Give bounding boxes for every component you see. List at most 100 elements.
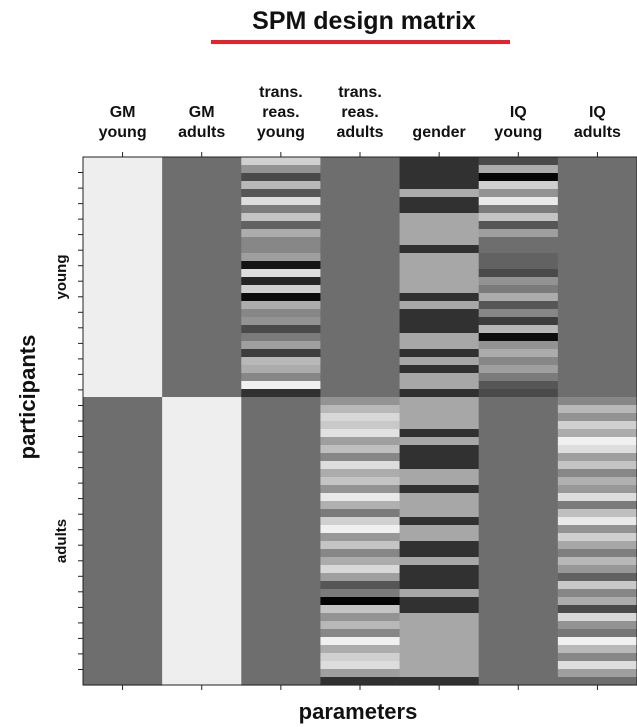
matrix-cell: [320, 557, 401, 566]
matrix-cell: [557, 549, 637, 558]
matrix-cell: [399, 373, 480, 382]
matrix-cell: [241, 653, 322, 662]
matrix-cell: [478, 597, 559, 606]
matrix-cell: [478, 333, 559, 342]
matrix-cell: [162, 293, 242, 302]
matrix-cell: [83, 229, 163, 238]
matrix-cell: [320, 629, 401, 638]
matrix-cell: [162, 365, 242, 374]
matrix-cell: [162, 357, 242, 366]
matrix-cell: [557, 461, 637, 470]
matrix-cell: [241, 397, 322, 406]
matrix-cell: [83, 293, 163, 302]
matrix-cell: [399, 613, 480, 622]
matrix-cell: [241, 245, 322, 254]
matrix-cell: [478, 485, 559, 494]
matrix-cell: [399, 165, 480, 174]
matrix-cell: [241, 349, 322, 358]
matrix-cell: [320, 245, 401, 254]
matrix-cell: [162, 661, 242, 670]
matrix-cell: [241, 173, 322, 182]
matrix-cell: [320, 653, 401, 662]
matrix-cell: [399, 229, 480, 238]
matrix-cell: [241, 413, 322, 422]
matrix-cell: [83, 333, 163, 342]
matrix-cell: [320, 229, 401, 238]
matrix-cell: [557, 485, 637, 494]
matrix-cell: [162, 269, 242, 278]
matrix-cell: [557, 357, 637, 366]
matrix-cell: [399, 661, 480, 670]
row-group-label: adults: [53, 519, 70, 563]
matrix-cell: [478, 525, 559, 534]
matrix-cell: [478, 629, 559, 638]
matrix-cell: [83, 517, 163, 526]
matrix-cell: [557, 653, 637, 662]
matrix-cell: [399, 365, 480, 374]
matrix-cell: [83, 309, 163, 318]
matrix-cell: [478, 301, 559, 310]
matrix-cell: [241, 573, 322, 582]
matrix-cell: [162, 221, 242, 230]
matrix-cell: [557, 205, 637, 214]
matrix-cell: [320, 197, 401, 206]
matrix-cell: [320, 413, 401, 422]
matrix-cell: [241, 253, 322, 262]
matrix-cell: [557, 341, 637, 350]
matrix-cell: [320, 397, 401, 406]
matrix-cell: [478, 541, 559, 550]
matrix-cell: [241, 509, 322, 518]
matrix-cell: [478, 317, 559, 326]
matrix-cell: [557, 573, 637, 582]
matrix-cell: [241, 637, 322, 646]
matrix-cell: [478, 557, 559, 566]
matrix-cell: [557, 245, 637, 254]
matrix-cell: [241, 277, 322, 286]
matrix-cell: [478, 205, 559, 214]
matrix-cell: [399, 413, 480, 422]
matrix-cell: [241, 213, 322, 222]
matrix-cell: [162, 525, 242, 534]
matrix-cell: [478, 389, 559, 398]
matrix-cell: [162, 349, 242, 358]
matrix-cell: [399, 509, 480, 518]
y-axis-label: participants: [15, 335, 40, 460]
matrix-cell: [320, 509, 401, 518]
matrix-cell: [399, 253, 480, 262]
matrix-cell: [399, 597, 480, 606]
matrix-cell: [478, 613, 559, 622]
matrix-cell: [241, 229, 322, 238]
matrix-cell: [83, 189, 163, 198]
matrix-cell: [162, 613, 242, 622]
matrix-cell: [162, 381, 242, 390]
matrix-cell: [399, 325, 480, 334]
matrix-cell: [478, 437, 559, 446]
matrix-cell: [241, 205, 322, 214]
matrix-cell: [399, 421, 480, 430]
matrix-cell: [478, 341, 559, 350]
matrix-cell: [162, 213, 242, 222]
matrix-cell: [478, 285, 559, 294]
matrix-cell: [399, 349, 480, 358]
matrix-cell: [399, 245, 480, 254]
matrix-cell: [320, 181, 401, 190]
matrix-cell: [83, 253, 163, 262]
matrix-cell: [399, 181, 480, 190]
matrix-cell: [162, 485, 242, 494]
matrix-cell: [320, 437, 401, 446]
column-label: GM: [189, 104, 215, 121]
matrix-cell: [320, 573, 401, 582]
column-label: young: [99, 124, 147, 141]
column-label: reas.: [262, 104, 299, 121]
matrix-cell: [320, 381, 401, 390]
matrix-cell: [478, 381, 559, 390]
matrix-cell: [399, 605, 480, 614]
matrix-cell: [478, 373, 559, 382]
matrix-cell: [478, 253, 559, 262]
matrix-cell: [478, 453, 559, 462]
column-label: trans.: [259, 84, 303, 101]
matrix-cell: [399, 573, 480, 582]
matrix-cell: [320, 389, 401, 398]
matrix-cell: [241, 429, 322, 438]
